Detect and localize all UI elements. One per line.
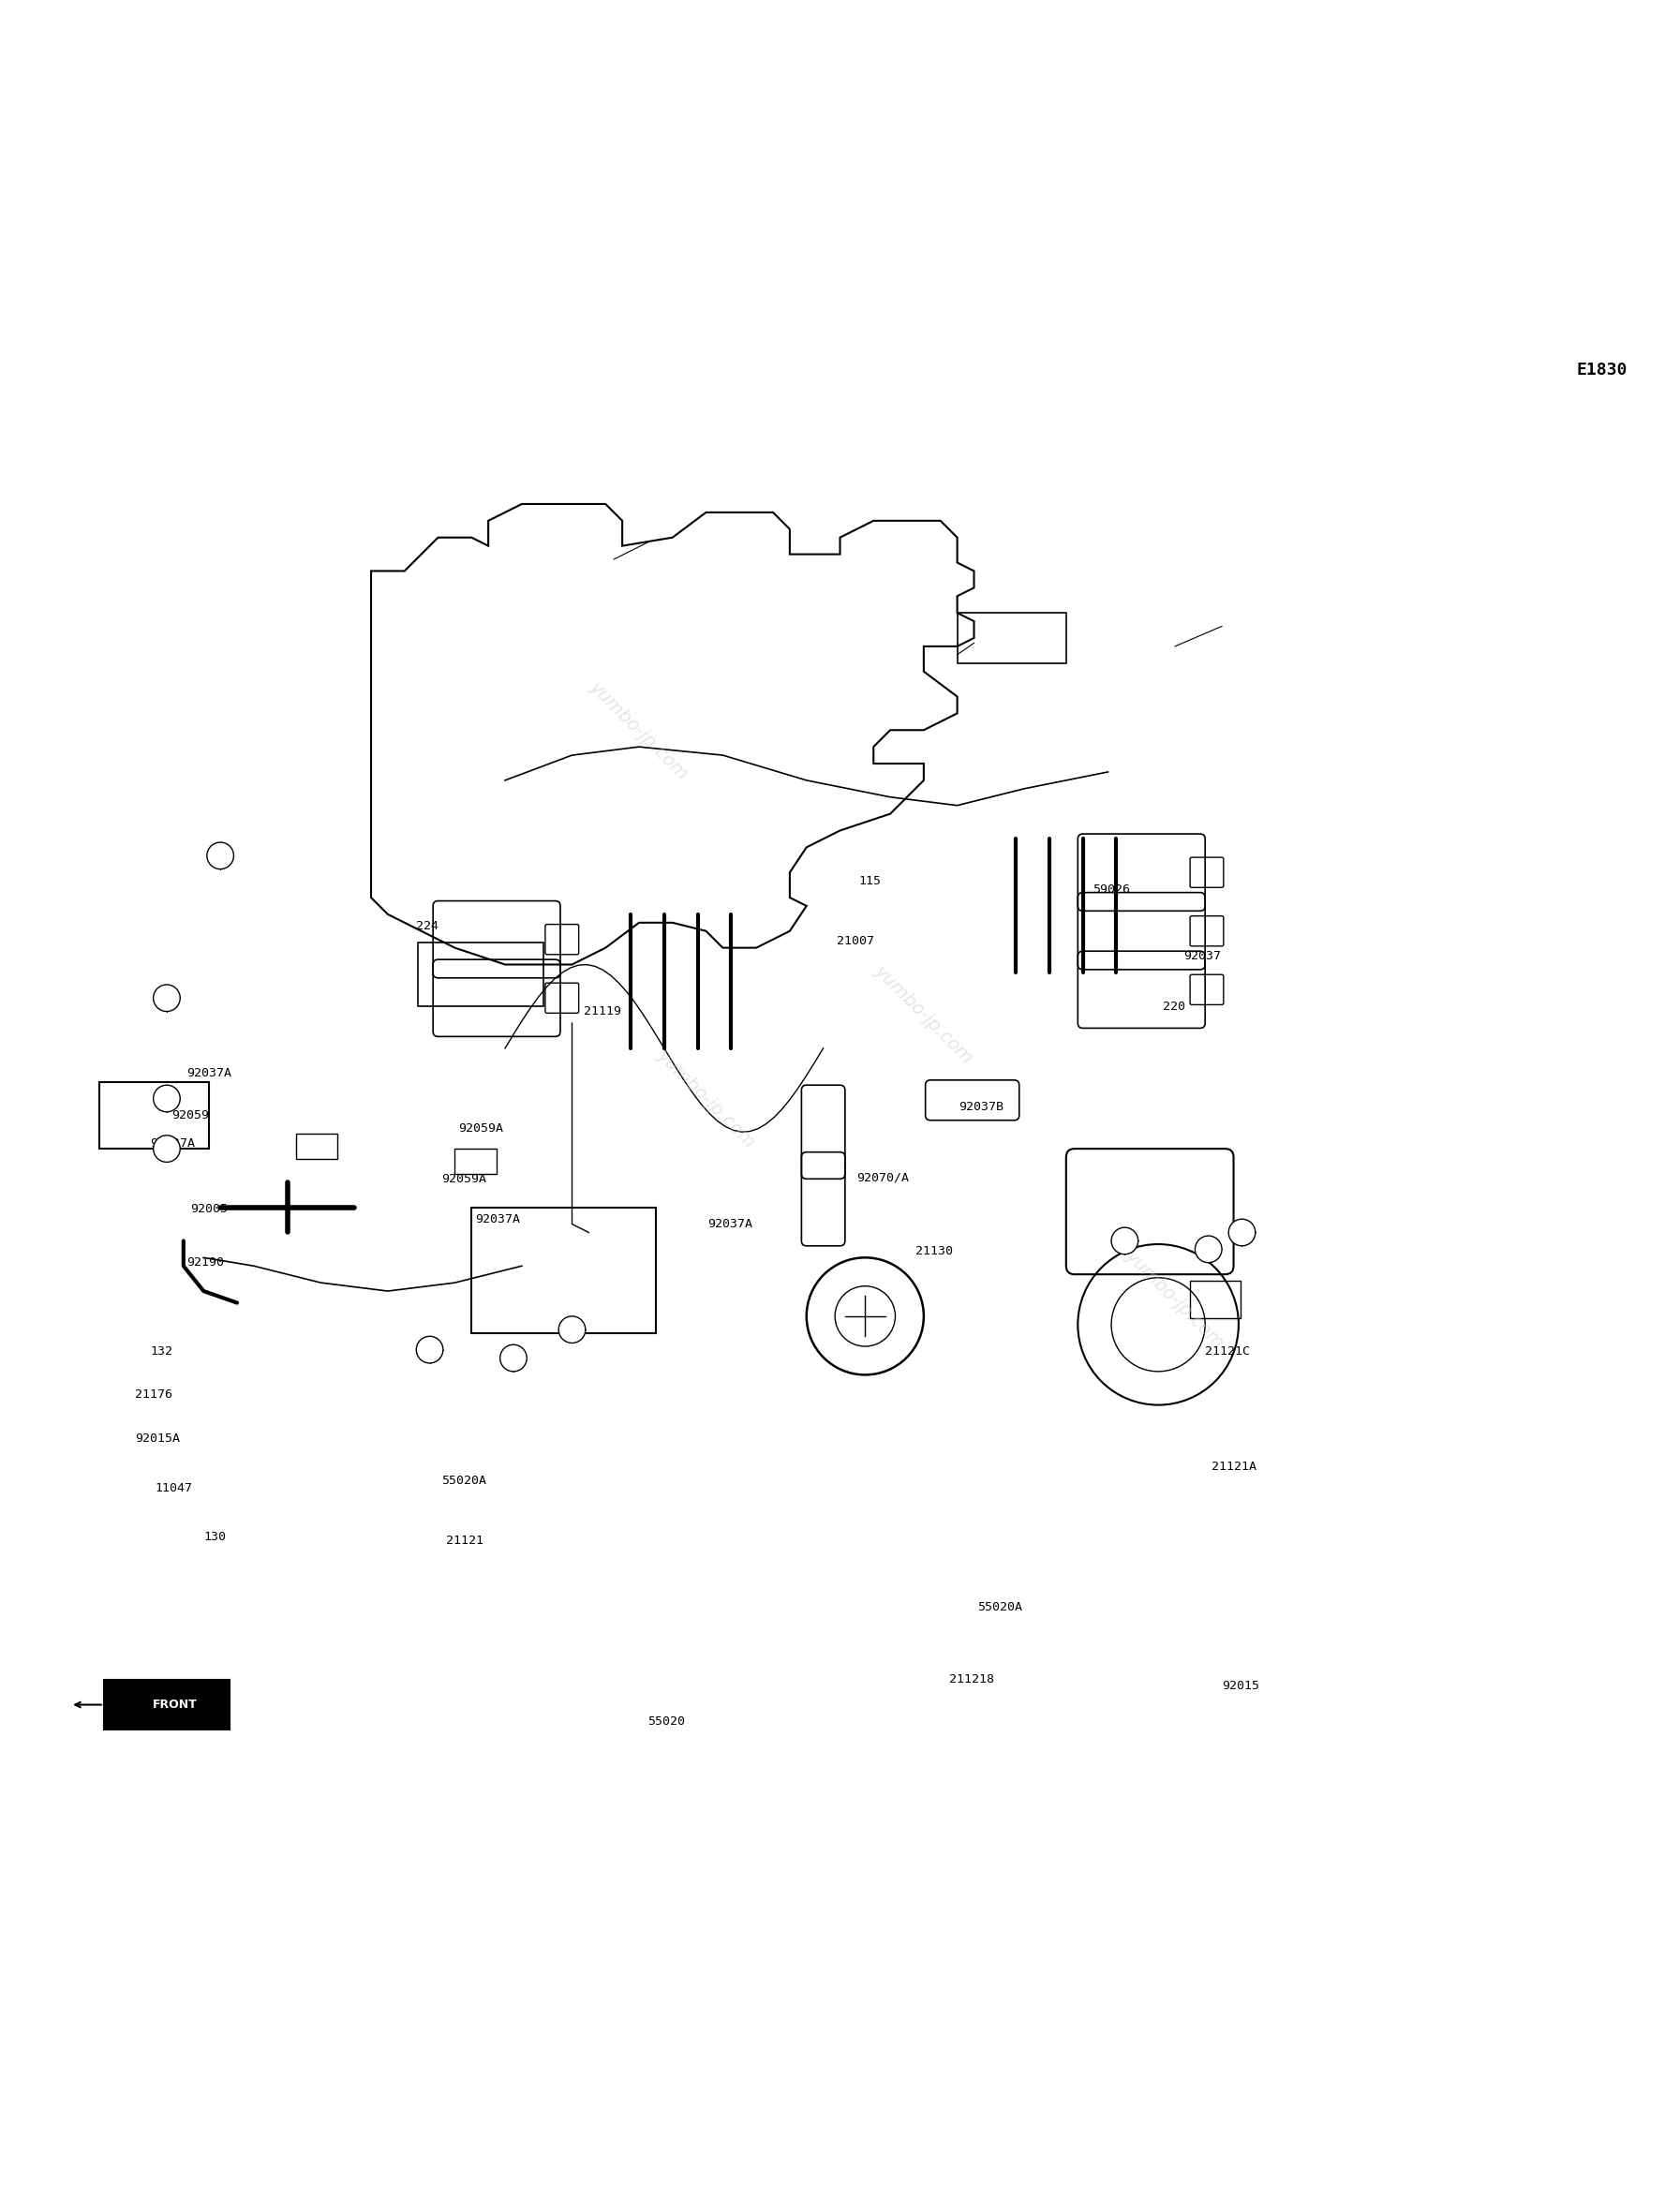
Circle shape — [559, 1316, 585, 1342]
Text: 92059A: 92059A — [459, 1123, 502, 1134]
Text: 21121: 21121 — [447, 1534, 484, 1547]
Text: 92037A: 92037A — [150, 1138, 195, 1149]
Text: 21119: 21119 — [583, 1006, 622, 1017]
Bar — [418, 943, 544, 1006]
Text: 92059: 92059 — [171, 1109, 210, 1120]
Text: 92037: 92037 — [1183, 949, 1221, 962]
Bar — [958, 613, 1067, 663]
FancyBboxPatch shape — [104, 1679, 230, 1729]
Circle shape — [153, 1136, 180, 1162]
Text: 224: 224 — [417, 921, 438, 932]
Text: 55020A: 55020A — [978, 1602, 1023, 1613]
Text: 220: 220 — [1163, 1000, 1186, 1013]
Text: 55020A: 55020A — [442, 1474, 487, 1487]
Text: 92037A: 92037A — [186, 1068, 232, 1079]
Text: yumbo-jp.com: yumbo-jp.com — [872, 962, 976, 1068]
Text: 59026: 59026 — [1094, 883, 1131, 894]
Text: 92015: 92015 — [1221, 1681, 1260, 1692]
Text: 21130: 21130 — [916, 1246, 953, 1257]
Text: 55020: 55020 — [647, 1716, 685, 1727]
Text: 115: 115 — [858, 874, 880, 888]
Text: 92190: 92190 — [186, 1257, 225, 1268]
Text: 21007: 21007 — [837, 936, 874, 947]
Text: 130: 130 — [203, 1531, 227, 1542]
Text: 92037A: 92037A — [475, 1213, 519, 1226]
Text: 21121C: 21121C — [1205, 1345, 1250, 1358]
Text: 132: 132 — [150, 1345, 173, 1358]
Circle shape — [501, 1345, 528, 1371]
Text: 92005: 92005 — [190, 1204, 228, 1215]
Text: 21121A: 21121A — [1211, 1461, 1257, 1472]
Circle shape — [207, 841, 234, 870]
Circle shape — [153, 984, 180, 1011]
Circle shape — [417, 1336, 444, 1362]
Bar — [99, 1081, 208, 1149]
Bar — [455, 1149, 497, 1173]
Text: E1830: E1830 — [1578, 363, 1628, 378]
Circle shape — [1228, 1219, 1255, 1246]
Circle shape — [1110, 1228, 1137, 1254]
Text: 92070/A: 92070/A — [857, 1171, 909, 1184]
Text: yumbo-jp.com: yumbo-jp.com — [586, 677, 692, 782]
Text: 92037A: 92037A — [707, 1217, 753, 1230]
Text: FRONT: FRONT — [153, 1698, 198, 1711]
Bar — [472, 1208, 655, 1334]
Text: 11047: 11047 — [155, 1483, 193, 1494]
Text: 92015A: 92015A — [134, 1432, 180, 1446]
Text: 21176: 21176 — [134, 1389, 173, 1402]
Bar — [296, 1134, 338, 1158]
Text: 92059A: 92059A — [442, 1173, 487, 1184]
Text: yumbo-jp.com: yumbo-jp.com — [1122, 1248, 1228, 1351]
Text: yumbo-jp.com: yumbo-jp.com — [654, 1046, 759, 1151]
Text: 92037B: 92037B — [959, 1101, 1005, 1114]
Circle shape — [1194, 1237, 1221, 1263]
Text: 211218: 211218 — [949, 1674, 995, 1685]
Circle shape — [153, 1085, 180, 1112]
